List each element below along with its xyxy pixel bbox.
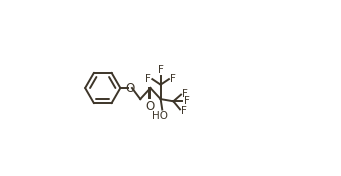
Text: F: F xyxy=(182,89,188,99)
Text: F: F xyxy=(145,74,151,84)
Text: O: O xyxy=(145,100,154,113)
Text: HO: HO xyxy=(152,111,168,121)
Text: F: F xyxy=(170,74,176,84)
Text: F: F xyxy=(181,106,187,116)
Text: O: O xyxy=(125,81,135,95)
Text: F: F xyxy=(158,65,164,75)
Text: F: F xyxy=(183,96,190,106)
